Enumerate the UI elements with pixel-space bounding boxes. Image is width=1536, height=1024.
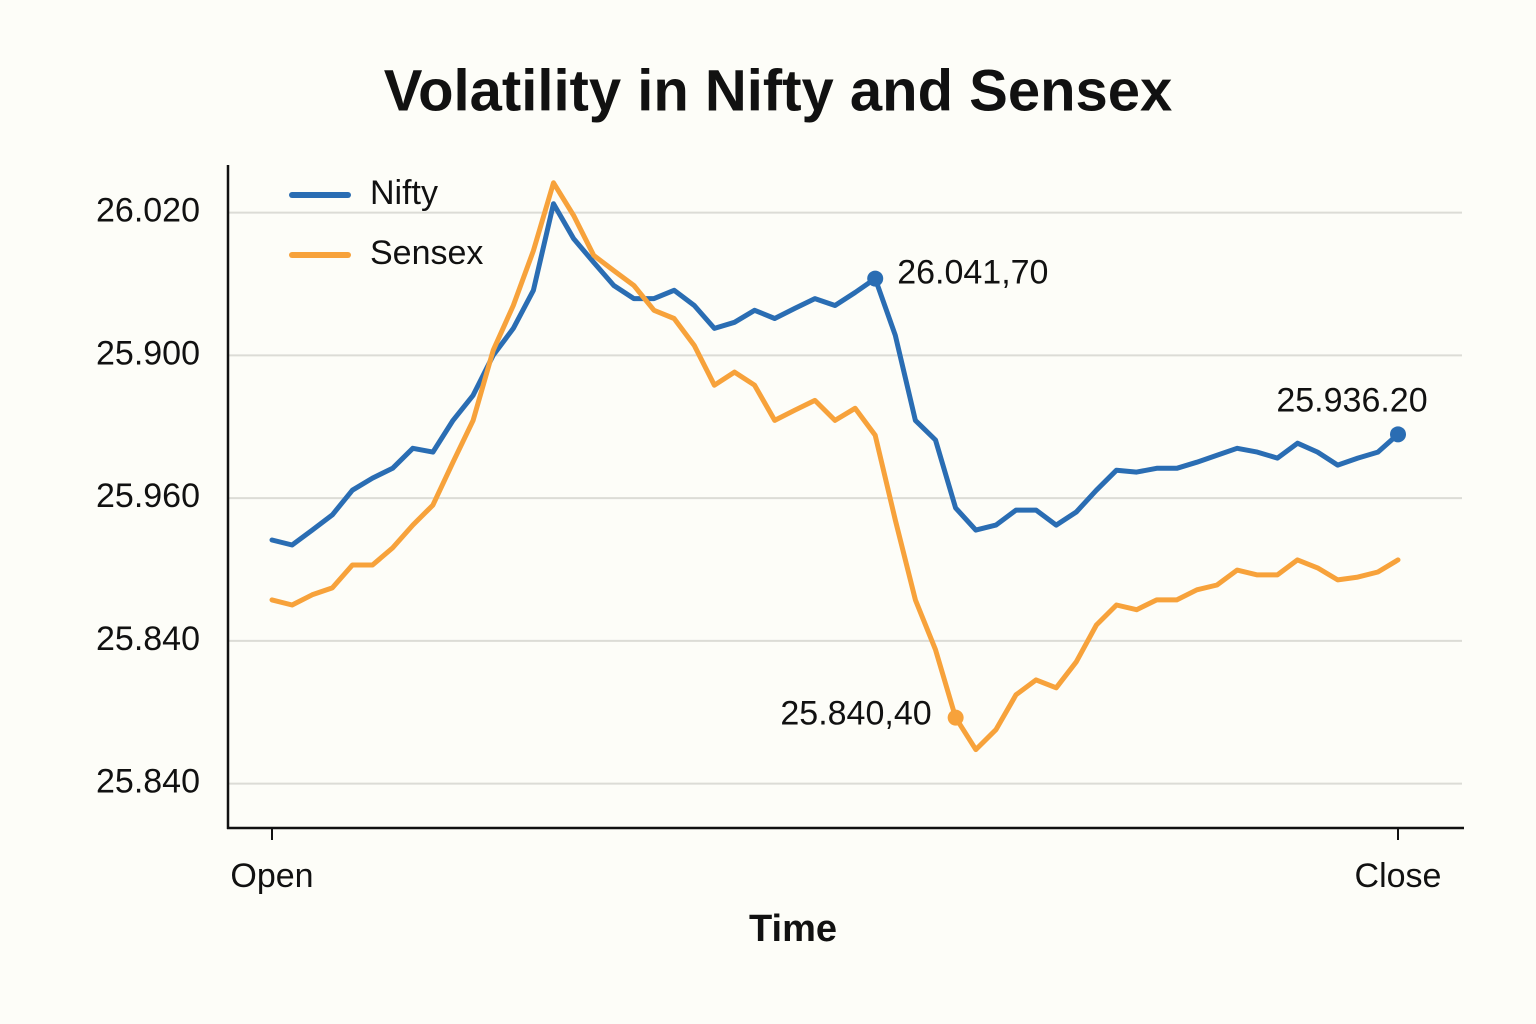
point-marker: [867, 270, 884, 287]
y-tick-label: 26.020: [96, 192, 200, 230]
y-tick-label: 25.960: [96, 477, 200, 515]
annotation: 25.840,40: [780, 695, 931, 733]
point-marker: [1390, 426, 1406, 443]
y-tick-label: 25.840: [96, 620, 200, 658]
annotation: 25.936.20: [1276, 381, 1427, 419]
annotation: 26.041,70: [897, 254, 1048, 292]
line-series: [269, 201, 1401, 548]
chart-title: Volatility in Nifty and Sensex: [384, 58, 1173, 123]
y-tick-label: 25.840: [96, 763, 200, 801]
line-series: [269, 180, 1401, 753]
legend-label: Sensex: [370, 234, 483, 272]
x-tick-label: Close: [1355, 857, 1442, 895]
x-axis-label: Time: [749, 908, 837, 950]
point-marker: [947, 709, 964, 726]
y-tick-label: 25.900: [96, 334, 200, 372]
x-tick-label: Open: [230, 857, 313, 895]
legend-label: Nifty: [370, 174, 438, 212]
